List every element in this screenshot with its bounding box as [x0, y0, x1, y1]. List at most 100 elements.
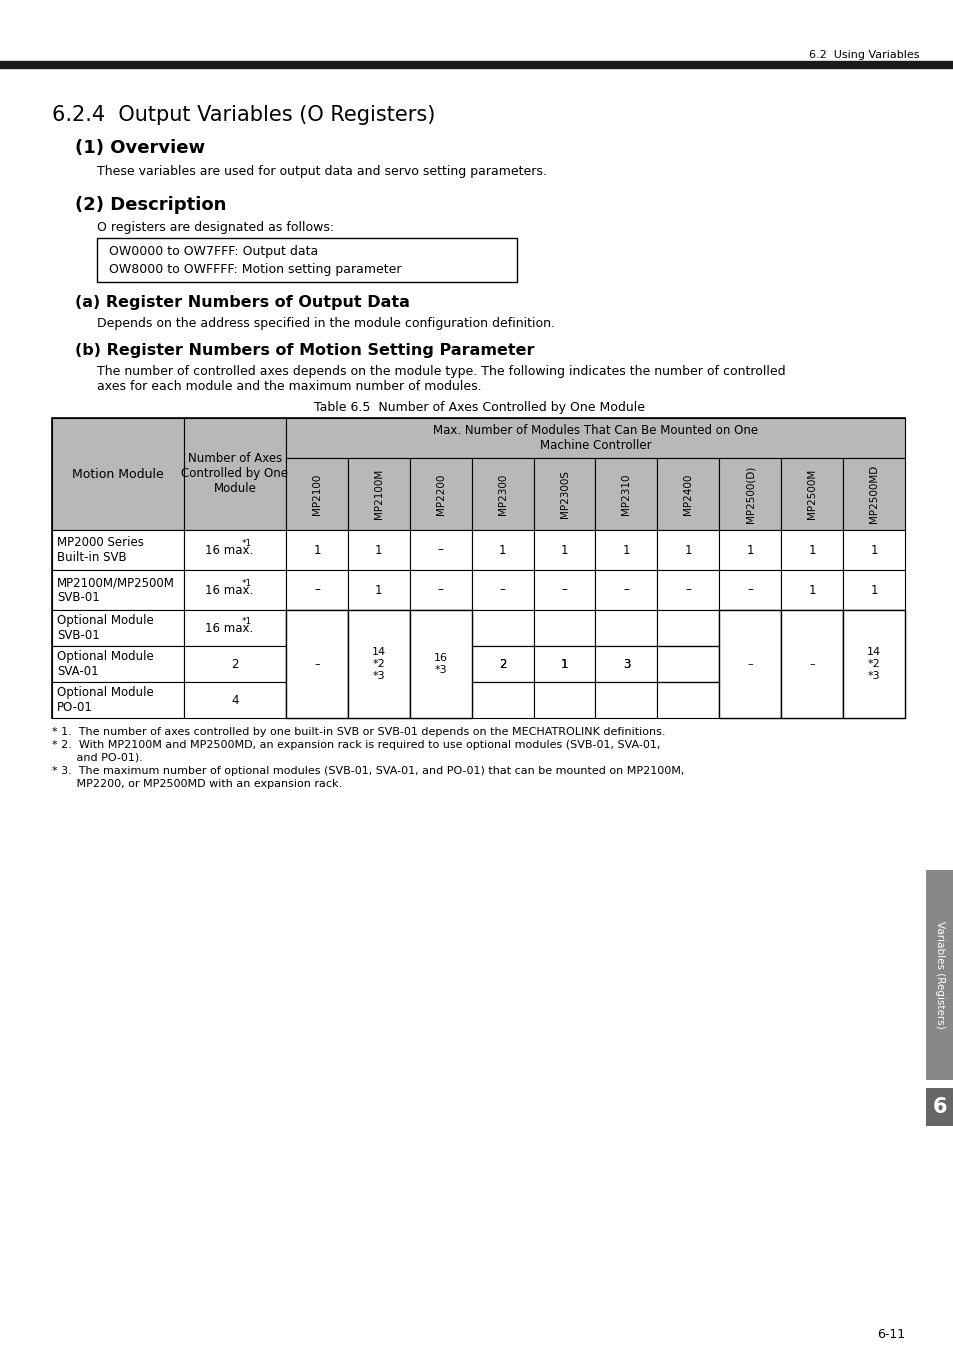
Bar: [719, 647, 781, 682]
Bar: [842, 531, 904, 570]
Bar: [348, 682, 410, 718]
Text: MP2100: MP2100: [312, 474, 321, 514]
Bar: [348, 610, 410, 718]
Text: *1: *1: [242, 540, 252, 548]
Text: Number of Axes
Controlled by One
Module: Number of Axes Controlled by One Module: [181, 452, 288, 495]
Text: 14
*2
*3: 14 *2 *3: [372, 648, 386, 680]
Text: 6.2  Using Variables: 6.2 Using Variables: [809, 50, 919, 59]
Text: –: –: [684, 583, 691, 597]
Text: MP2310: MP2310: [620, 474, 631, 514]
Bar: [657, 531, 719, 570]
Text: 16 max.: 16 max.: [205, 621, 253, 634]
Text: 3: 3: [622, 657, 630, 671]
Text: * 3.  The maximum number of optional modules (SVB-01, SVA-01, and PO-01) that ca: * 3. The maximum number of optional modu…: [52, 765, 683, 776]
Text: 1: 1: [560, 657, 568, 671]
Bar: [471, 458, 533, 531]
Bar: [471, 682, 533, 718]
Bar: [348, 458, 410, 531]
Bar: [595, 531, 657, 570]
Text: 1: 1: [807, 544, 815, 556]
Text: 1: 1: [560, 657, 568, 671]
Text: 6-11: 6-11: [876, 1328, 904, 1342]
Bar: [184, 682, 286, 718]
Text: –: –: [623, 583, 629, 597]
Bar: [781, 610, 842, 718]
Text: 1: 1: [684, 544, 691, 556]
Text: 1: 1: [869, 544, 877, 556]
Bar: [52, 418, 904, 718]
Text: –: –: [437, 583, 443, 597]
Bar: [52, 610, 184, 647]
Text: *1: *1: [242, 617, 252, 626]
Text: 1: 1: [498, 544, 506, 556]
Text: Table 6.5  Number of Axes Controlled by One Module: Table 6.5 Number of Axes Controlled by O…: [314, 401, 645, 413]
Bar: [184, 647, 286, 682]
Bar: [410, 647, 471, 682]
Text: –: –: [437, 544, 443, 556]
Text: Optional Module
SVB-01: Optional Module SVB-01: [57, 614, 153, 643]
Bar: [184, 570, 286, 610]
Text: * 1.  The number of axes controlled by one built-in SVB or SVB-01 depends on the: * 1. The number of axes controlled by on…: [52, 728, 665, 737]
Bar: [533, 647, 595, 682]
Bar: [348, 570, 410, 610]
Text: These variables are used for output data and servo setting parameters.: These variables are used for output data…: [97, 166, 546, 178]
Text: MP2500MD: MP2500MD: [868, 464, 878, 524]
Text: Max. Number of Modules That Can Be Mounted on One
Machine Controller: Max. Number of Modules That Can Be Mount…: [433, 424, 758, 452]
Text: axes for each module and the maximum number of modules.: axes for each module and the maximum num…: [97, 379, 481, 393]
Bar: [781, 682, 842, 718]
Bar: [657, 647, 719, 682]
Bar: [533, 570, 595, 610]
Text: O registers are designated as follows:: O registers are designated as follows:: [97, 221, 334, 235]
Bar: [286, 610, 348, 718]
Bar: [533, 531, 595, 570]
Bar: [842, 682, 904, 718]
Bar: [842, 610, 904, 647]
Bar: [184, 610, 286, 647]
Bar: [184, 531, 286, 570]
Bar: [781, 570, 842, 610]
Bar: [657, 610, 719, 647]
Bar: [842, 570, 904, 610]
Bar: [471, 610, 533, 647]
Text: MP2000 Series
Built-in SVB: MP2000 Series Built-in SVB: [57, 536, 144, 564]
Bar: [410, 610, 471, 718]
Bar: [842, 647, 904, 682]
Bar: [410, 531, 471, 570]
Text: MP2100M: MP2100M: [374, 468, 383, 520]
Bar: [286, 610, 348, 647]
Text: 6: 6: [932, 1098, 946, 1116]
Bar: [410, 682, 471, 718]
Text: –: –: [561, 583, 567, 597]
Bar: [595, 682, 657, 718]
Bar: [719, 570, 781, 610]
Bar: [925, 869, 953, 1080]
Bar: [719, 610, 781, 718]
Bar: [0, 61, 953, 68]
Bar: [781, 647, 842, 682]
Text: OW8000 to OWFFFF: Motion setting parameter: OW8000 to OWFFFF: Motion setting paramet…: [109, 263, 401, 277]
Text: MP2300S: MP2300S: [559, 470, 569, 518]
Text: Optional Module
SVA-01: Optional Module SVA-01: [57, 649, 153, 678]
Bar: [719, 458, 781, 531]
Bar: [286, 570, 348, 610]
Text: MP2300: MP2300: [497, 474, 507, 514]
Text: 16
*3: 16 *3: [434, 653, 447, 675]
Bar: [781, 531, 842, 570]
Text: 2: 2: [498, 657, 506, 671]
Bar: [719, 682, 781, 718]
Bar: [52, 647, 184, 682]
Bar: [286, 418, 904, 458]
Text: 1: 1: [745, 544, 753, 556]
Bar: [657, 570, 719, 610]
Bar: [471, 647, 533, 682]
Text: Variables (Registers): Variables (Registers): [934, 921, 944, 1029]
Text: 6.2.4  Output Variables (O Registers): 6.2.4 Output Variables (O Registers): [52, 105, 435, 126]
Bar: [533, 682, 595, 718]
Text: (1) Overview: (1) Overview: [75, 139, 205, 157]
Text: 3: 3: [622, 657, 630, 671]
Bar: [471, 531, 533, 570]
Text: MP2500(D): MP2500(D): [744, 466, 755, 522]
Text: (a) Register Numbers of Output Data: (a) Register Numbers of Output Data: [75, 294, 410, 309]
Text: –: –: [746, 583, 753, 597]
Bar: [286, 458, 348, 531]
